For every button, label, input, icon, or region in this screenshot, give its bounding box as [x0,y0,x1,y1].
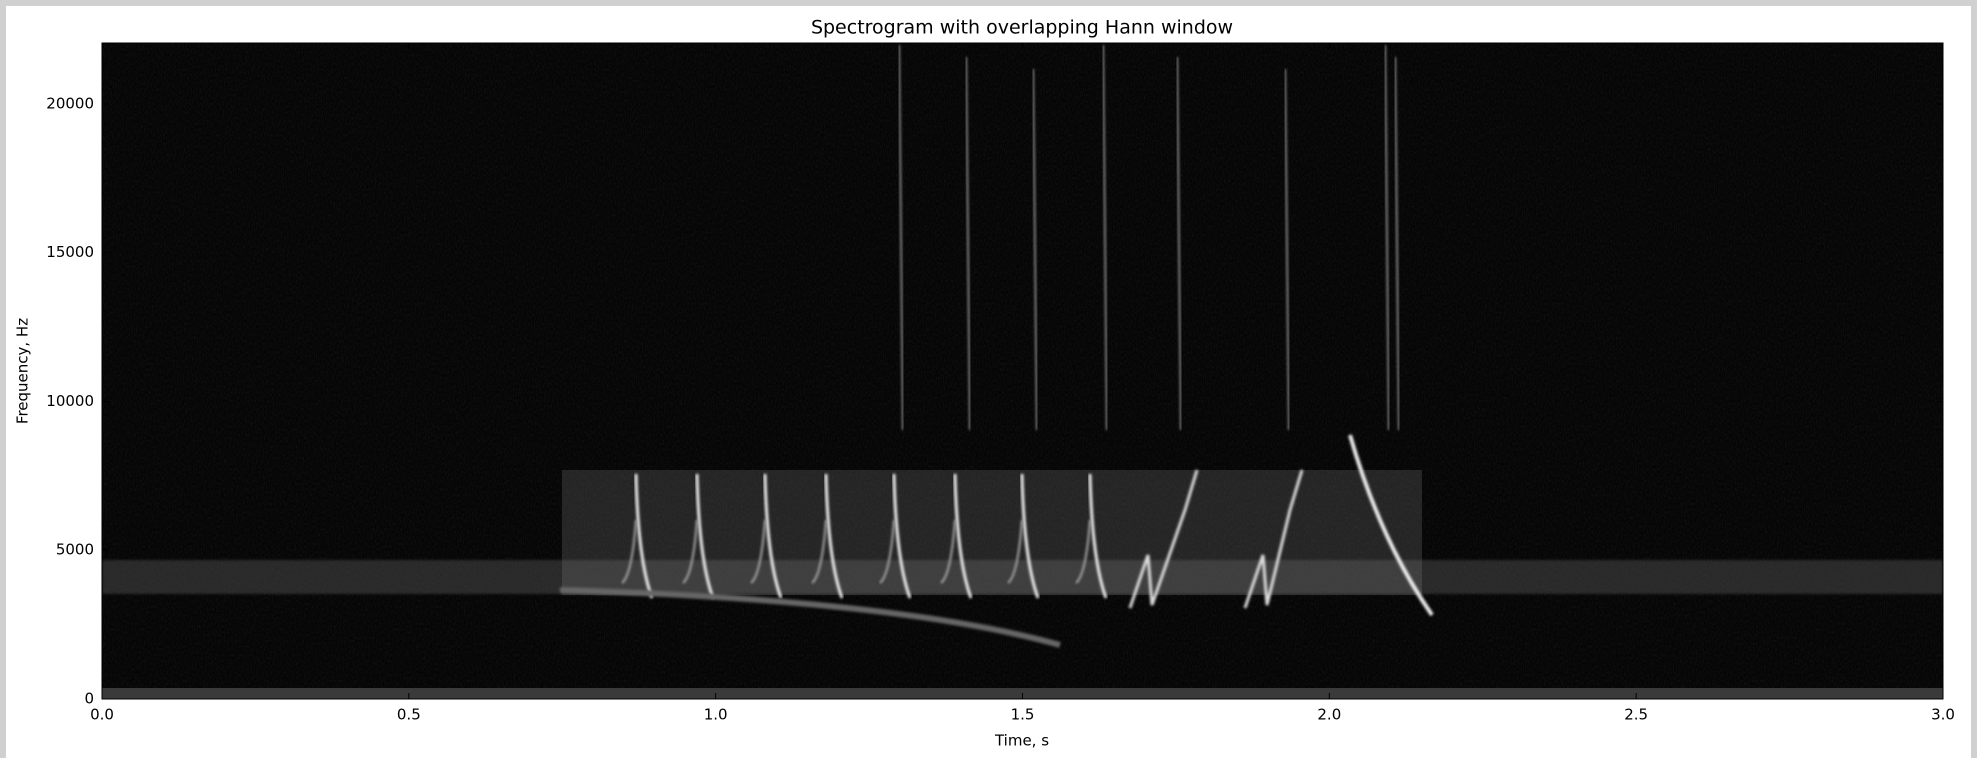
chart-title: Spectrogram with overlapping Hann window [811,17,1233,39]
chirp-rise [682,519,698,584]
x-tick-label: 0.5 [397,706,421,724]
x-tick-label: 2.0 [1317,706,1341,724]
chirp-rise [1007,519,1023,584]
click [1394,56,1400,431]
y-tick-label: 20000 [46,94,94,112]
click [1284,68,1290,431]
chirp [763,473,783,599]
chirp-rise [1075,519,1091,584]
chirp-rise [750,519,766,584]
y-tick-label: 0 [84,690,94,708]
call-region [562,470,1422,595]
x-tick-label: 2.5 [1624,706,1648,724]
click [1032,68,1038,431]
noise [102,43,1943,699]
zigzag [1128,469,1199,609]
chirp [1020,473,1040,599]
y-tick-label: 5000 [56,541,94,559]
chirp-rise [621,519,637,584]
x-tick-label: 1.5 [1011,706,1035,724]
x-axis-label: Time, s [994,732,1049,750]
noise-band [102,560,1943,594]
chirp [892,473,912,599]
chirp [953,473,973,599]
chirp-rise [811,519,827,584]
chirp [1088,473,1108,599]
click [898,44,904,431]
click [1384,44,1390,431]
spectrogram-image [102,43,1943,699]
click [1102,44,1108,431]
y-tick-label: 10000 [46,392,94,410]
chirp-rise [940,519,956,584]
chirp [634,473,654,599]
click [965,56,971,431]
x-tick-label: 0.0 [90,706,114,724]
sweep [1348,434,1434,617]
zigzag [1243,469,1304,609]
chirp [824,473,844,599]
click [1176,56,1182,431]
chirp [695,473,715,599]
y-tick-label: 15000 [46,243,94,261]
x-tick-label: 3.0 [1931,706,1955,724]
y-axis-label: Frequency, Hz [14,318,32,424]
fade [559,587,1061,648]
chirp-rise [879,519,895,584]
x-tick-label: 1.0 [704,706,728,724]
